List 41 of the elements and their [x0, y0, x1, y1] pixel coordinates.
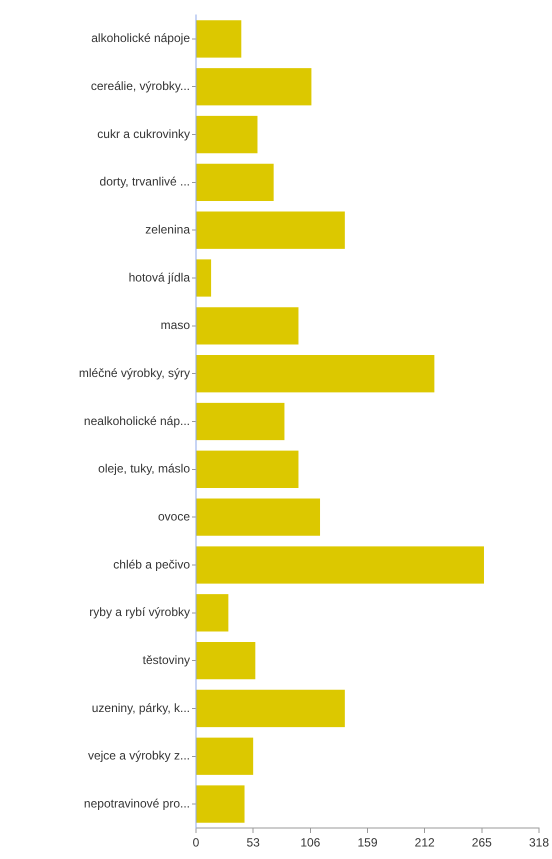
bar	[196, 450, 298, 488]
bar	[196, 785, 245, 823]
y-tick-label: oleje, tuky, máslo	[98, 462, 190, 476]
y-tick-label: cukr a cukrovinky	[97, 126, 190, 141]
x-tick-label: 212	[414, 836, 435, 850]
x-tick-label: 106	[300, 836, 321, 850]
x-tick-label: 0	[192, 836, 200, 850]
y-tick-label: hotová jídla	[128, 270, 190, 284]
x-tick-label: 159	[357, 836, 378, 850]
bar	[196, 164, 274, 202]
y-tick-label: zelenina	[145, 222, 190, 237]
y-tick-label: vejce a výrobky z...	[88, 748, 190, 763]
y-tick-label: ryby a rybí výrobky	[89, 605, 190, 620]
x-tick-label: 318	[528, 836, 550, 850]
bar	[196, 307, 298, 345]
bar	[196, 212, 345, 249]
y-tick-label: těstoviny	[142, 652, 190, 667]
bar	[196, 20, 242, 58]
y-tick-label: cereálie, výrobky...	[90, 79, 190, 94]
bar	[196, 355, 434, 392]
y-tick-label: chléb a pečivo	[113, 557, 190, 572]
bar	[196, 738, 254, 775]
y-tick-label: uzeniny, párky, k...	[92, 700, 190, 715]
bar	[196, 116, 258, 154]
bar	[196, 690, 345, 728]
x-tick-label: 53	[246, 836, 260, 850]
y-tick-label: mléčné výrobky, sýry	[78, 366, 190, 380]
bar	[196, 68, 312, 106]
bar	[196, 402, 284, 440]
bar	[196, 594, 228, 632]
bar	[196, 642, 256, 680]
x-tick-label: 265	[472, 836, 492, 850]
bar	[196, 546, 484, 584]
y-tick-label: ovoce	[158, 509, 190, 524]
bar	[196, 498, 320, 536]
y-tick-label: dorty, trvanlivé ...	[100, 174, 190, 189]
y-tick-label: maso	[160, 318, 190, 332]
bar	[196, 259, 212, 297]
y-tick-label: alkoholické nápoje	[91, 31, 190, 46]
y-tick-label: nepotravinové pro...	[84, 796, 190, 810]
y-tick-label: nealkoholické náp...	[84, 414, 190, 428]
